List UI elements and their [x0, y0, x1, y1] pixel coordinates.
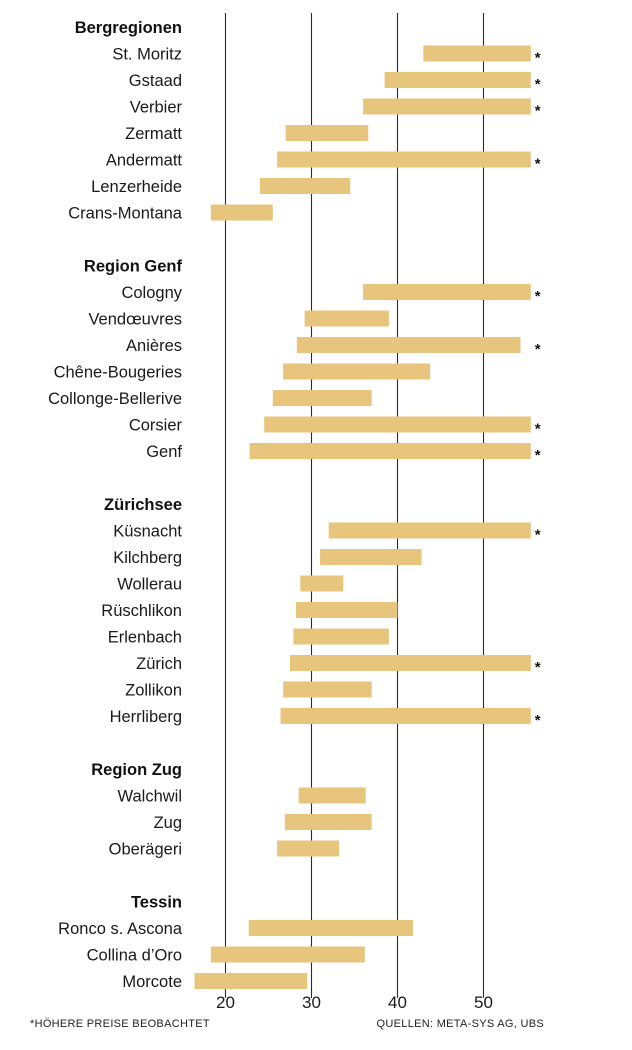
flag-asterisk: * [535, 50, 541, 67]
footnote: *HÖHERE PREISE BEOBACHTET [30, 1018, 210, 1030]
flag-asterisk: * [535, 156, 541, 173]
range-bar [249, 443, 531, 459]
category-label: Kilchberg [113, 549, 182, 567]
range-bar [293, 628, 389, 645]
range-bar [285, 125, 369, 141]
category-label: Cologny [121, 284, 182, 302]
flag-asterisk: * [535, 659, 541, 676]
range-bar [363, 284, 531, 300]
labels: Bergregionen St. Moritz * Gstaad * Verbier * Ze… [48, 19, 541, 991]
x-axis-ticks: 20 30 40 50 [216, 993, 493, 1012]
range-bar [423, 45, 531, 62]
group-heading: Bergregionen [75, 19, 182, 37]
category-label: Gstaad [129, 72, 182, 90]
range-bar [272, 390, 372, 406]
category-label: Collonge-Bellerive [48, 390, 182, 408]
range-bar [328, 522, 531, 539]
range-bar [298, 787, 366, 804]
category-label: Andermatt [106, 152, 183, 170]
category-label: Genf [146, 443, 182, 461]
range-bar [210, 204, 273, 221]
category-label: Verbier [130, 99, 183, 117]
x-tick-label: 40 [388, 993, 407, 1012]
category-label: Herrliberg [110, 708, 182, 726]
category-label: St. Moritz [112, 46, 182, 64]
group-heading: Zürichsee [104, 496, 182, 514]
category-label: Zug [154, 814, 182, 832]
range-bar [194, 973, 308, 989]
range-bar [296, 602, 398, 618]
range-bar [296, 337, 521, 353]
category-label: Crans-Montana [68, 205, 183, 223]
range-bar [280, 708, 531, 724]
range-bar [363, 98, 531, 115]
category-label: Wollerau [117, 576, 182, 594]
gridlines [224, 13, 485, 998]
flag-asterisk: * [535, 447, 541, 464]
flag-asterisk: * [535, 103, 541, 120]
x-tick-label: 50 [474, 993, 493, 1012]
range-bar [283, 681, 372, 698]
category-label: Morcote [122, 973, 182, 991]
category-label: Zürich [136, 655, 182, 673]
range-bar [248, 920, 413, 936]
category-label: Zermatt [125, 125, 182, 143]
category-label: Zollikon [125, 682, 182, 700]
flag-asterisk: * [535, 527, 541, 544]
range-bar [284, 814, 372, 830]
category-label: Vendœuvres [88, 311, 182, 329]
flag-asterisk: * [535, 712, 541, 729]
flag-asterisk: * [535, 76, 541, 93]
category-label: Collina d’Oro [87, 947, 182, 965]
range-bar [283, 363, 431, 380]
flag-asterisk: * [535, 421, 541, 438]
category-label: Corsier [129, 417, 183, 435]
range-bar [290, 655, 531, 671]
category-label: Rüschlikon [101, 602, 182, 620]
flag-asterisk: * [535, 288, 541, 305]
group-heading: Tessin [131, 894, 182, 912]
category-label: Anières [126, 337, 182, 355]
range-bar [259, 178, 351, 194]
group-heading: Region Zug [91, 761, 182, 779]
category-label: Walchwil [118, 788, 182, 806]
group-heading: Region Genf [84, 258, 183, 276]
range-bar [210, 946, 365, 963]
range-bar [384, 72, 531, 88]
source-note: QUELLEN: META-SYS AG, UBS [376, 1018, 544, 1030]
range-bar [277, 151, 531, 168]
x-tick-label: 30 [302, 993, 321, 1012]
category-label: Erlenbach [108, 629, 182, 647]
category-label: Chêne-Bougeries [54, 364, 182, 382]
category-label: Küsnacht [113, 523, 182, 541]
x-tick-label: 20 [216, 993, 235, 1012]
flag-asterisk: * [535, 341, 541, 358]
category-label: Ronco s. Ascona [58, 920, 183, 938]
bars [194, 45, 531, 989]
range-bar [304, 310, 389, 327]
range-bar [277, 840, 340, 857]
category-label: Lenzerheide [91, 178, 182, 196]
category-label: Oberägeri [109, 841, 182, 859]
range-bar [320, 549, 422, 565]
range-bar [300, 575, 344, 592]
range-bar [264, 416, 531, 433]
